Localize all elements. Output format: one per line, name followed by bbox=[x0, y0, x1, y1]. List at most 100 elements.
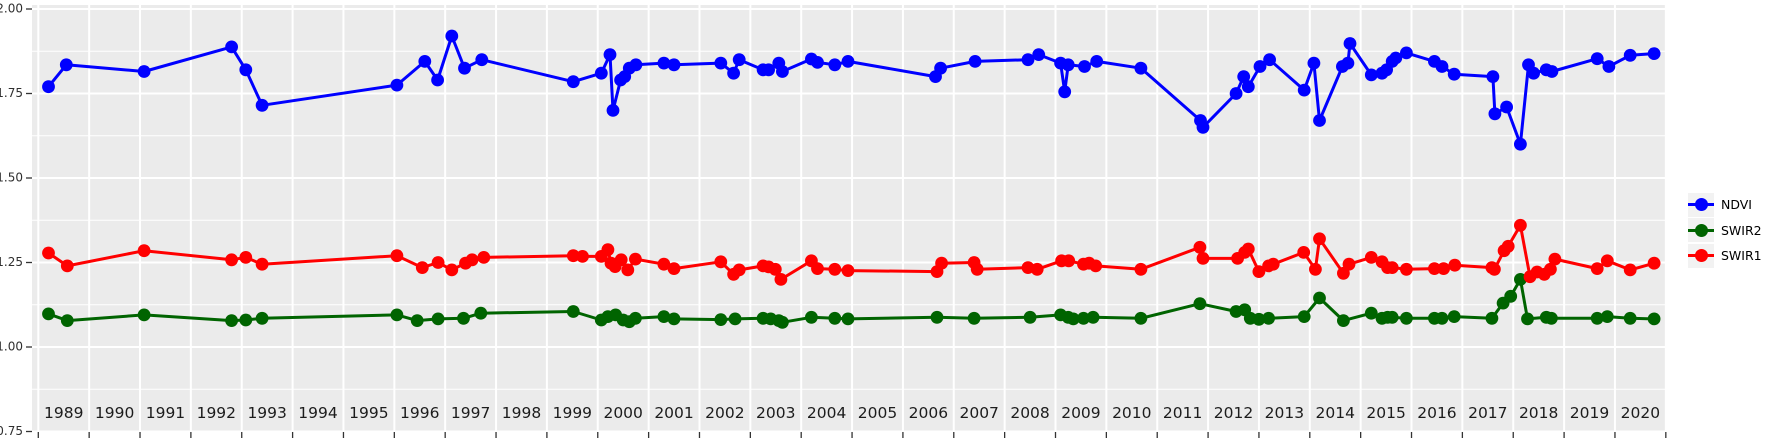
data-point bbox=[1241, 80, 1255, 94]
data-point bbox=[1448, 258, 1462, 272]
x-tick-label: 2019 bbox=[1570, 404, 1609, 422]
data-point bbox=[841, 312, 855, 326]
x-tick-label: 2001 bbox=[654, 404, 693, 422]
legend-item-ndvi: NDVI bbox=[1688, 192, 1762, 218]
data-point bbox=[828, 311, 842, 325]
legend-label-swir1: SWIR1 bbox=[1721, 248, 1762, 264]
data-point bbox=[594, 66, 608, 80]
data-point bbox=[603, 48, 617, 61]
legend-label-swir2: SWIR2 bbox=[1721, 222, 1762, 238]
data-point bbox=[1078, 60, 1091, 73]
data-point bbox=[137, 308, 151, 322]
data-point bbox=[967, 311, 981, 325]
data-point bbox=[239, 313, 253, 327]
data-point bbox=[445, 263, 459, 277]
data-point bbox=[1623, 263, 1637, 277]
data-point bbox=[1500, 100, 1513, 114]
x-tick-label: 1999 bbox=[553, 404, 592, 422]
data-point bbox=[431, 312, 445, 326]
data-point bbox=[1313, 291, 1326, 305]
y-tick-label: 1.75 bbox=[0, 86, 23, 100]
data-point bbox=[732, 263, 746, 277]
legend-key-swir2 bbox=[1688, 218, 1714, 243]
data-point bbox=[576, 250, 589, 263]
data-point bbox=[1061, 58, 1075, 72]
data-point bbox=[1486, 70, 1500, 83]
data-point bbox=[1527, 66, 1540, 80]
data-point bbox=[566, 249, 580, 263]
data-point bbox=[1193, 297, 1207, 311]
legend-point-icon bbox=[1694, 223, 1708, 237]
data-point bbox=[477, 251, 491, 264]
data-point bbox=[1342, 257, 1356, 271]
data-point bbox=[828, 58, 842, 72]
series-swir1 bbox=[42, 218, 1661, 286]
data-point bbox=[1623, 48, 1637, 62]
data-point bbox=[1032, 48, 1046, 61]
data-point bbox=[458, 61, 471, 75]
data-point bbox=[1514, 137, 1527, 151]
legend-label-ndvi: NDVI bbox=[1721, 197, 1752, 213]
x-tick-label: 2007 bbox=[959, 404, 998, 422]
x-tick-label: 1989 bbox=[44, 404, 83, 422]
data-point bbox=[1297, 246, 1311, 259]
data-point bbox=[1229, 87, 1243, 100]
data-point bbox=[1504, 289, 1518, 303]
data-point bbox=[828, 262, 842, 276]
data-point bbox=[225, 253, 239, 267]
data-point bbox=[1647, 312, 1661, 326]
x-tick-label: 1991 bbox=[146, 404, 185, 422]
plot-panel bbox=[32, 5, 1666, 432]
data-point bbox=[1062, 254, 1076, 268]
data-point bbox=[762, 63, 775, 77]
data-point bbox=[431, 256, 445, 269]
data-point bbox=[1590, 262, 1604, 275]
data-point bbox=[60, 314, 74, 327]
data-point bbox=[1385, 261, 1399, 274]
x-tick-label: 2020 bbox=[1621, 404, 1660, 422]
data-point bbox=[1364, 68, 1378, 82]
data-point bbox=[390, 78, 404, 92]
data-point bbox=[1341, 56, 1355, 70]
data-point bbox=[475, 53, 489, 67]
x-tick-label: 1996 bbox=[400, 404, 439, 422]
data-point bbox=[776, 65, 789, 78]
data-point bbox=[1313, 114, 1326, 127]
data-point bbox=[714, 255, 728, 269]
data-point bbox=[614, 253, 628, 267]
data-point bbox=[1428, 262, 1441, 275]
legend: NDVI SWIR2 SWIR1 bbox=[1688, 192, 1762, 269]
data-point bbox=[1237, 70, 1251, 83]
data-point bbox=[239, 63, 253, 77]
data-point bbox=[1400, 262, 1413, 276]
y-tick-label: 2.00 bbox=[0, 2, 23, 16]
data-point bbox=[1134, 262, 1148, 276]
data-point bbox=[1023, 310, 1037, 324]
data-point bbox=[1548, 252, 1562, 266]
y-tick-label: 1.25 bbox=[0, 255, 23, 269]
data-point bbox=[42, 80, 55, 94]
data-point bbox=[1134, 311, 1148, 325]
data-point bbox=[1086, 310, 1100, 324]
data-point bbox=[465, 253, 479, 267]
data-point bbox=[1089, 259, 1103, 273]
data-point bbox=[1501, 239, 1515, 253]
data-point bbox=[225, 314, 239, 327]
data-point bbox=[1021, 53, 1035, 67]
data-point bbox=[930, 310, 944, 324]
legend-key-ndvi bbox=[1688, 192, 1714, 217]
data-point bbox=[714, 313, 728, 326]
data-point bbox=[1196, 252, 1210, 265]
data-point bbox=[667, 262, 681, 275]
x-tick-label: 2010 bbox=[1112, 404, 1151, 422]
data-point bbox=[1309, 262, 1322, 276]
data-point bbox=[1337, 314, 1350, 327]
data-point bbox=[1623, 311, 1637, 325]
data-point bbox=[1514, 218, 1527, 232]
series-ndvi bbox=[42, 29, 1661, 151]
data-point bbox=[1385, 310, 1399, 324]
data-point bbox=[1297, 310, 1311, 323]
data-point bbox=[1364, 306, 1378, 320]
x-tick-label: 2017 bbox=[1468, 404, 1507, 422]
